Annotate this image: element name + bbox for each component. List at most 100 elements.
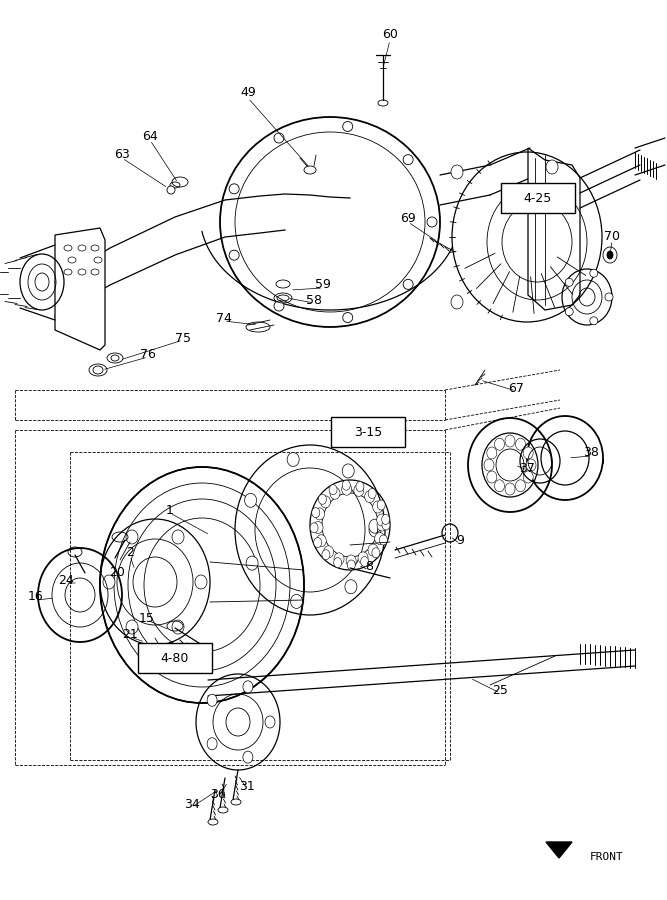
Ellipse shape <box>403 279 413 290</box>
Text: 2: 2 <box>126 546 134 560</box>
Ellipse shape <box>342 464 354 478</box>
Ellipse shape <box>126 530 138 544</box>
Ellipse shape <box>375 533 385 544</box>
Ellipse shape <box>565 308 573 316</box>
Ellipse shape <box>368 544 378 556</box>
Ellipse shape <box>103 575 115 589</box>
Ellipse shape <box>605 293 613 301</box>
Text: 34: 34 <box>184 798 200 812</box>
Ellipse shape <box>343 122 353 131</box>
Ellipse shape <box>451 165 463 179</box>
Text: 49: 49 <box>240 86 256 100</box>
Text: 3-15: 3-15 <box>354 426 382 438</box>
Ellipse shape <box>311 508 319 518</box>
Ellipse shape <box>546 160 558 174</box>
Ellipse shape <box>494 438 504 450</box>
Ellipse shape <box>78 245 86 251</box>
Text: 75: 75 <box>175 331 191 345</box>
Ellipse shape <box>195 575 207 589</box>
Ellipse shape <box>91 245 99 251</box>
Ellipse shape <box>373 501 383 513</box>
Ellipse shape <box>427 217 437 227</box>
Ellipse shape <box>345 580 357 594</box>
Ellipse shape <box>494 480 504 491</box>
Polygon shape <box>55 228 105 350</box>
Ellipse shape <box>243 680 253 693</box>
Ellipse shape <box>94 257 102 263</box>
Ellipse shape <box>318 494 326 504</box>
Text: 38: 38 <box>583 446 599 460</box>
Ellipse shape <box>315 508 325 520</box>
Ellipse shape <box>365 491 375 502</box>
Ellipse shape <box>334 558 342 568</box>
Ellipse shape <box>403 155 413 165</box>
Ellipse shape <box>590 269 598 277</box>
Text: 16: 16 <box>28 590 44 604</box>
Ellipse shape <box>172 620 184 634</box>
Ellipse shape <box>111 355 119 361</box>
Ellipse shape <box>382 515 390 525</box>
Ellipse shape <box>380 535 388 545</box>
Ellipse shape <box>516 438 526 450</box>
Ellipse shape <box>64 269 72 275</box>
Ellipse shape <box>382 520 390 530</box>
Ellipse shape <box>229 250 239 260</box>
Ellipse shape <box>330 487 340 500</box>
Ellipse shape <box>207 694 217 706</box>
Ellipse shape <box>291 594 303 608</box>
Polygon shape <box>546 842 572 858</box>
Ellipse shape <box>368 489 376 499</box>
Ellipse shape <box>565 278 573 286</box>
Ellipse shape <box>484 459 494 471</box>
Ellipse shape <box>348 560 356 570</box>
Ellipse shape <box>505 483 515 495</box>
Ellipse shape <box>78 269 86 275</box>
Text: 76: 76 <box>140 348 156 362</box>
Text: 8: 8 <box>365 561 373 573</box>
Ellipse shape <box>68 257 76 263</box>
Ellipse shape <box>218 807 228 813</box>
Text: 67: 67 <box>508 382 524 394</box>
Ellipse shape <box>354 484 364 497</box>
Ellipse shape <box>346 555 356 567</box>
Text: 4-80: 4-80 <box>161 652 189 664</box>
Ellipse shape <box>329 485 337 495</box>
Ellipse shape <box>172 530 184 544</box>
Text: 63: 63 <box>114 148 130 161</box>
Text: 20: 20 <box>109 565 125 579</box>
Ellipse shape <box>287 453 299 466</box>
Ellipse shape <box>245 493 257 508</box>
Ellipse shape <box>126 620 138 634</box>
Ellipse shape <box>343 312 353 322</box>
FancyBboxPatch shape <box>501 183 575 213</box>
Ellipse shape <box>487 447 497 459</box>
Ellipse shape <box>274 133 284 143</box>
Ellipse shape <box>91 269 99 275</box>
Ellipse shape <box>342 481 350 491</box>
Ellipse shape <box>523 447 533 459</box>
Text: 59: 59 <box>315 278 331 292</box>
FancyBboxPatch shape <box>331 417 405 447</box>
Text: 74: 74 <box>216 311 232 325</box>
Ellipse shape <box>229 184 239 194</box>
Text: 70: 70 <box>604 230 620 244</box>
Text: 37: 37 <box>519 462 535 474</box>
Ellipse shape <box>505 435 515 447</box>
Ellipse shape <box>323 545 334 558</box>
Ellipse shape <box>356 482 364 491</box>
Text: FRONT: FRONT <box>590 852 624 862</box>
Text: 64: 64 <box>142 130 158 142</box>
Ellipse shape <box>274 301 284 311</box>
Text: 24: 24 <box>58 573 74 587</box>
Ellipse shape <box>369 523 381 537</box>
Ellipse shape <box>93 366 103 374</box>
Text: 15: 15 <box>139 611 155 625</box>
Text: 21: 21 <box>122 628 138 642</box>
Ellipse shape <box>377 500 385 510</box>
Ellipse shape <box>313 537 321 547</box>
Ellipse shape <box>607 251 613 259</box>
Text: 1: 1 <box>166 503 174 517</box>
Text: 36: 36 <box>210 788 226 802</box>
Ellipse shape <box>377 519 387 531</box>
Ellipse shape <box>167 186 175 194</box>
